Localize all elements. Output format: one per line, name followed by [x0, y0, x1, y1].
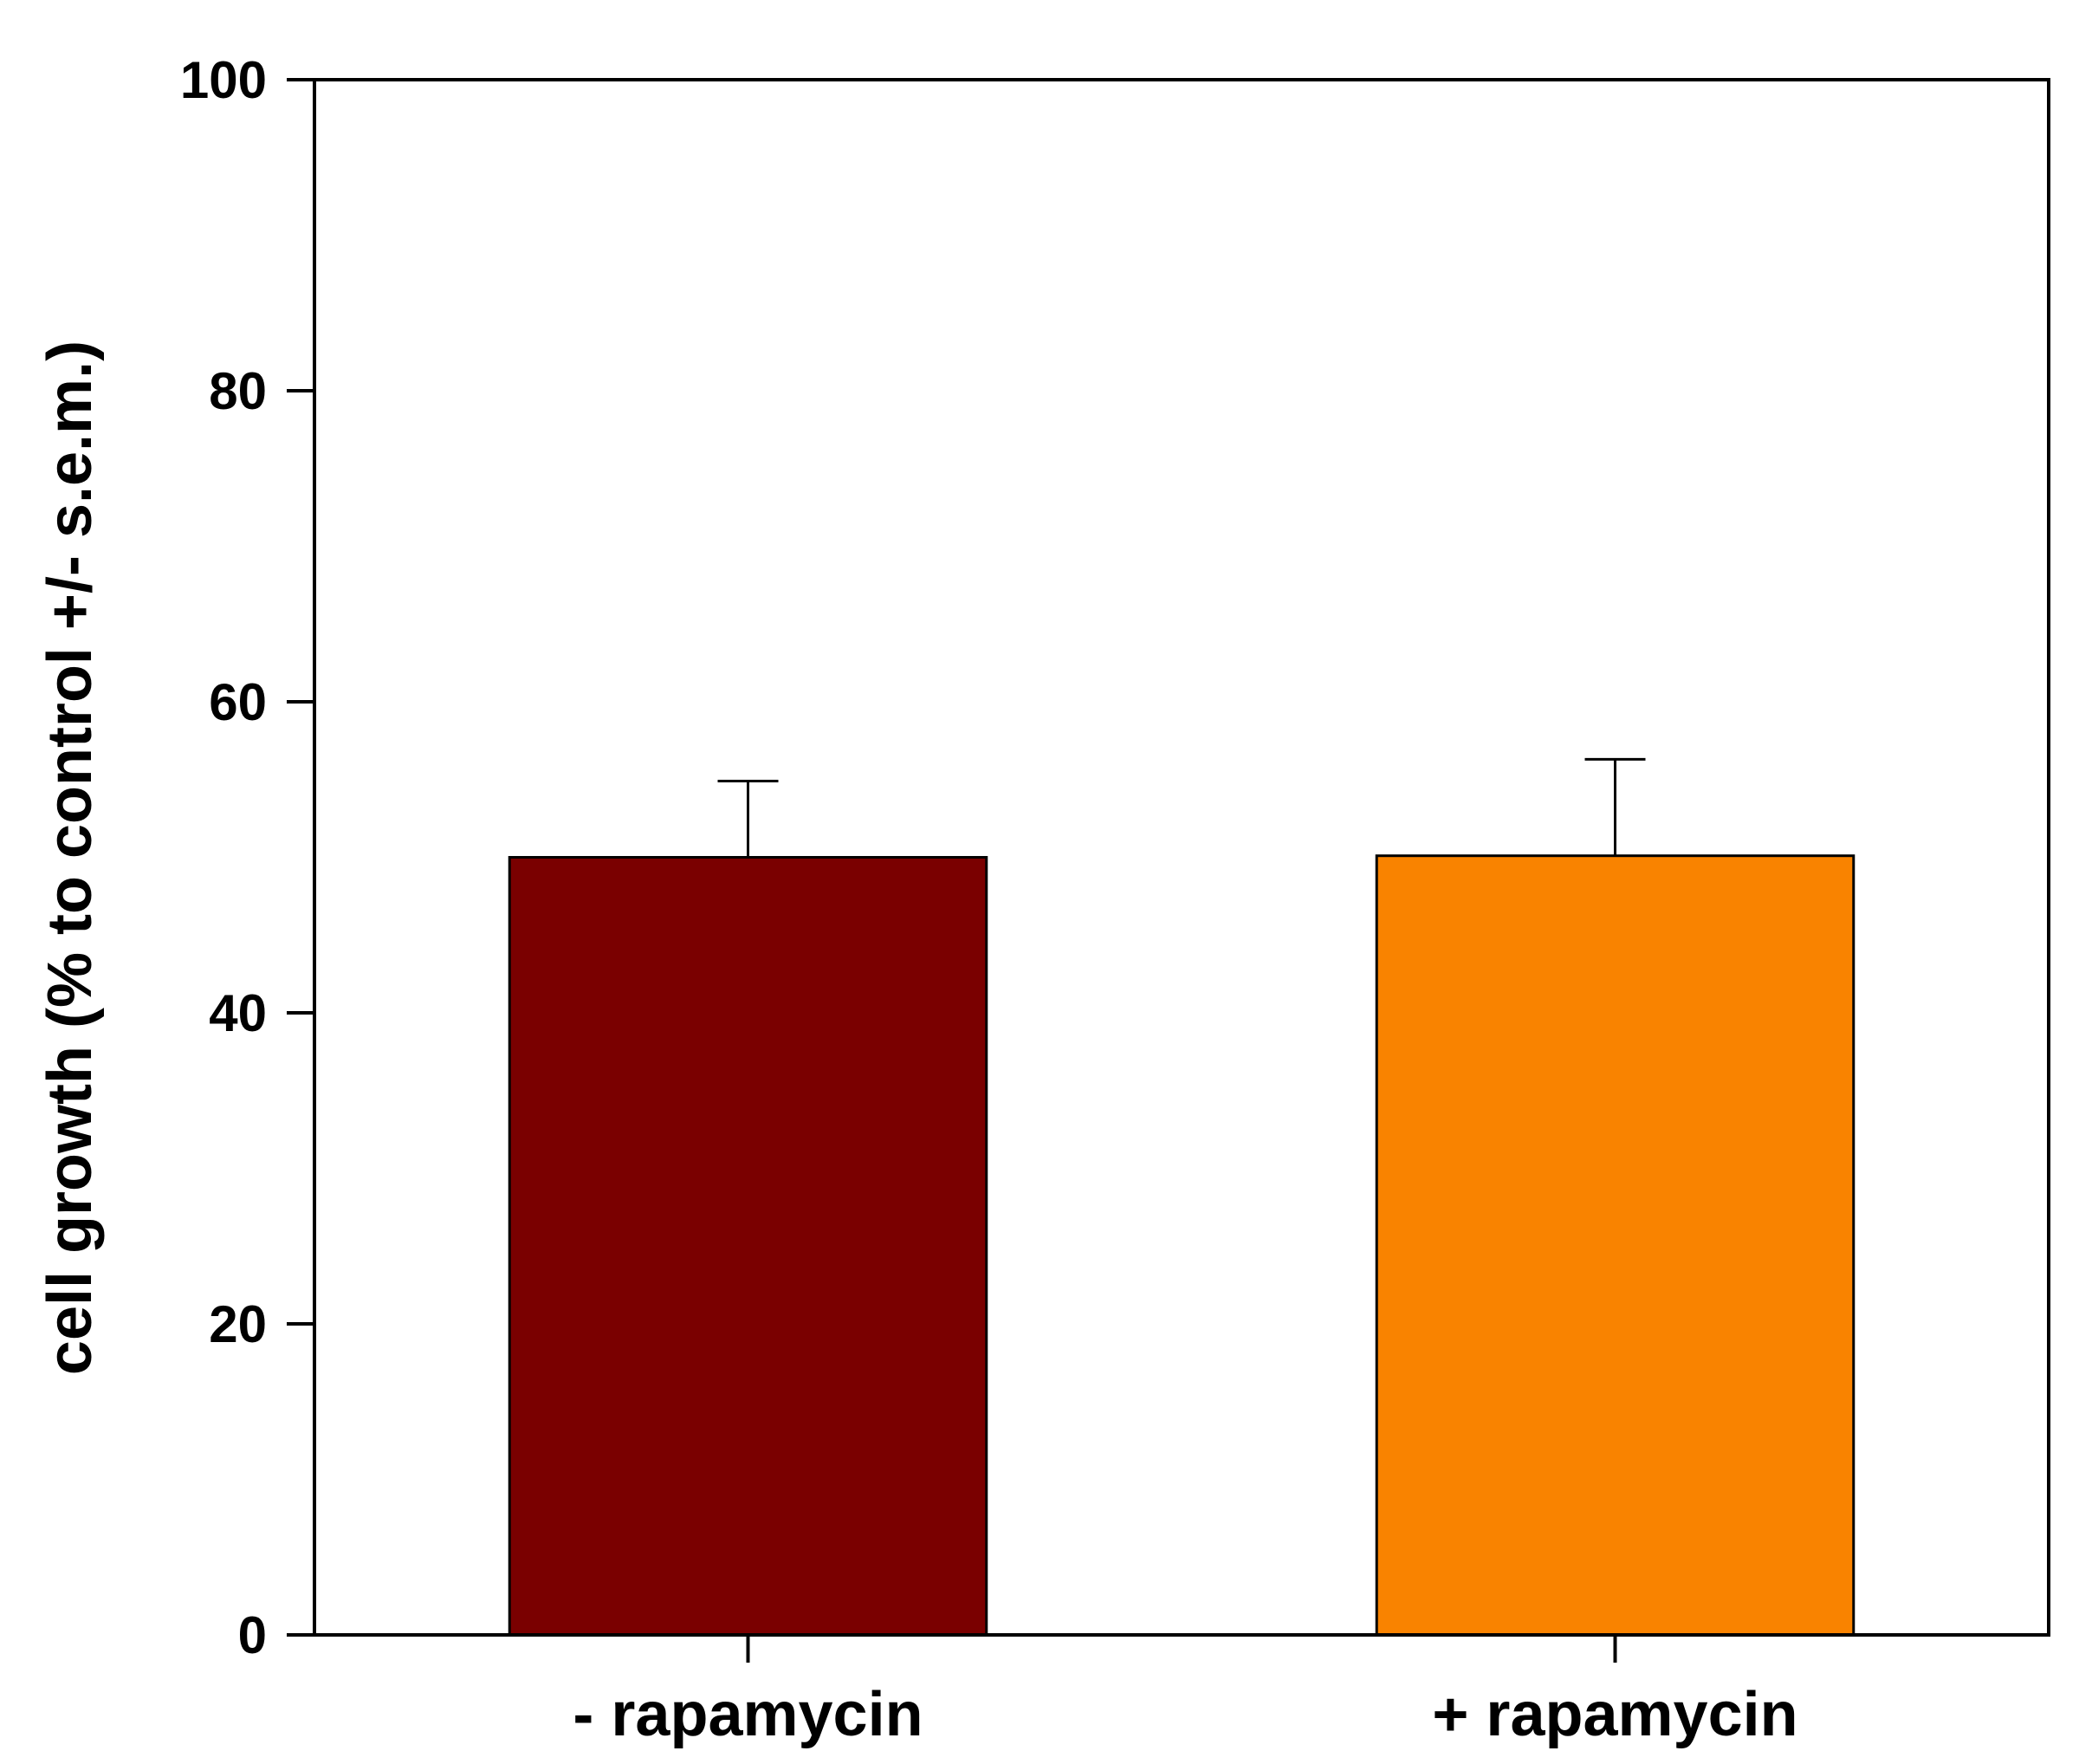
- y-tick-label: 0: [238, 1606, 267, 1664]
- bars-layer: [508, 854, 1856, 1637]
- bar-1: [508, 856, 988, 1637]
- x-category-label: + rapamycin: [1432, 1680, 1797, 1749]
- error-bars-layer: [717, 757, 1646, 858]
- y-tick-label: 60: [209, 673, 267, 731]
- y-tick-label: 20: [209, 1295, 267, 1353]
- y-tick-label: 40: [209, 984, 267, 1042]
- plot-frame: [313, 78, 2050, 1637]
- x-axis: - rapamycin + rapamycin: [573, 1635, 1798, 1749]
- y-tick-label: 80: [209, 362, 267, 420]
- bar-2: [1375, 854, 1856, 1637]
- y-axis-title: cell growth (% to control +/- s.e.m.): [36, 340, 105, 1375]
- y-tick-label: 100: [180, 51, 267, 109]
- y-axis: 0 20 40 60 80 100: [180, 51, 314, 1664]
- x-category-label: - rapamycin: [573, 1680, 923, 1749]
